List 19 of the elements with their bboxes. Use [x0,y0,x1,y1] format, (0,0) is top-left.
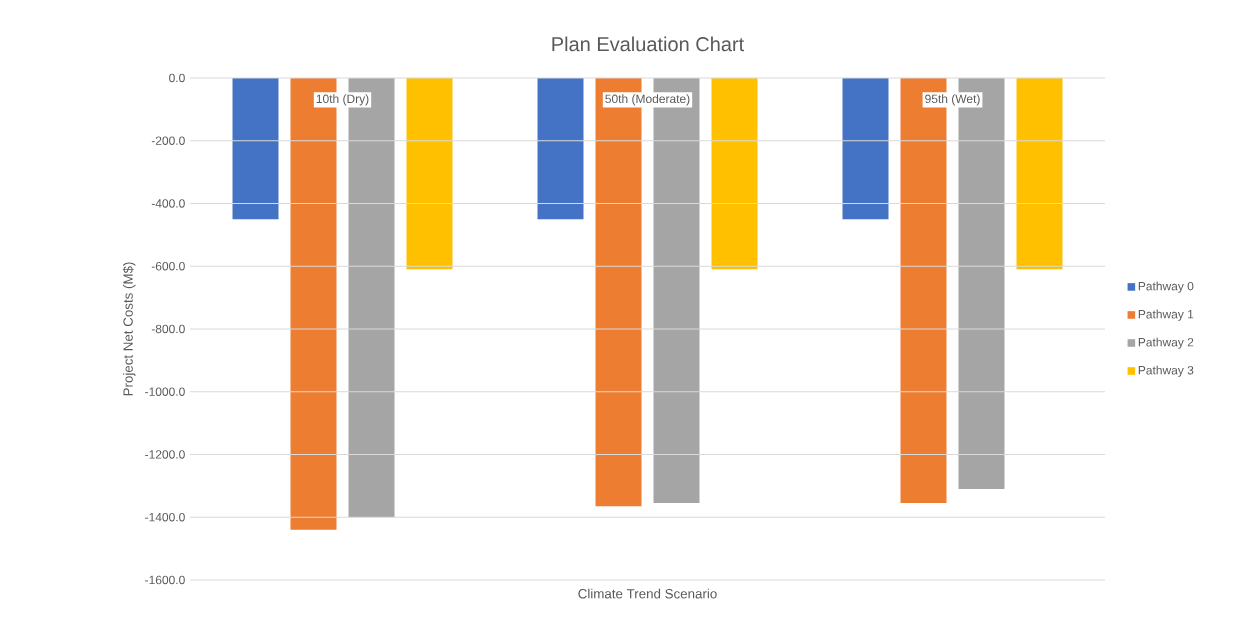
legend-label: Pathway 0 [1138,281,1194,293]
y-tick-label: -600.0 [151,261,185,271]
x-tick-label: 50th (Moderate) [605,94,690,106]
x-tick-label: 10th (Dry) [316,94,369,106]
legend-label: Pathway 3 [1138,365,1194,377]
y-tick-label: -400.0 [151,199,185,208]
legend-label: Pathway 2 [1138,337,1194,349]
y-tick-label: -200.0 [151,136,185,145]
y-tick-label: -1400.0 [145,512,185,522]
x-tick-label: 95th (Wet) [925,94,980,106]
y-tick-label: 0.0 [169,73,185,83]
x-axis-title: Climate Trend Scenario [578,588,717,599]
y-axis-title: Project Net Costs (M$) [122,262,136,396]
legend-label: Pathway 1 [1138,309,1194,321]
y-tick-label: -800.0 [151,324,185,334]
y-tick-label: -1600.0 [145,575,185,585]
y-tick-label: -1000.0 [145,387,185,396]
y-tick-label: -1200.0 [145,450,185,459]
chart-title: Plan Evaluation Chart [552,36,745,52]
